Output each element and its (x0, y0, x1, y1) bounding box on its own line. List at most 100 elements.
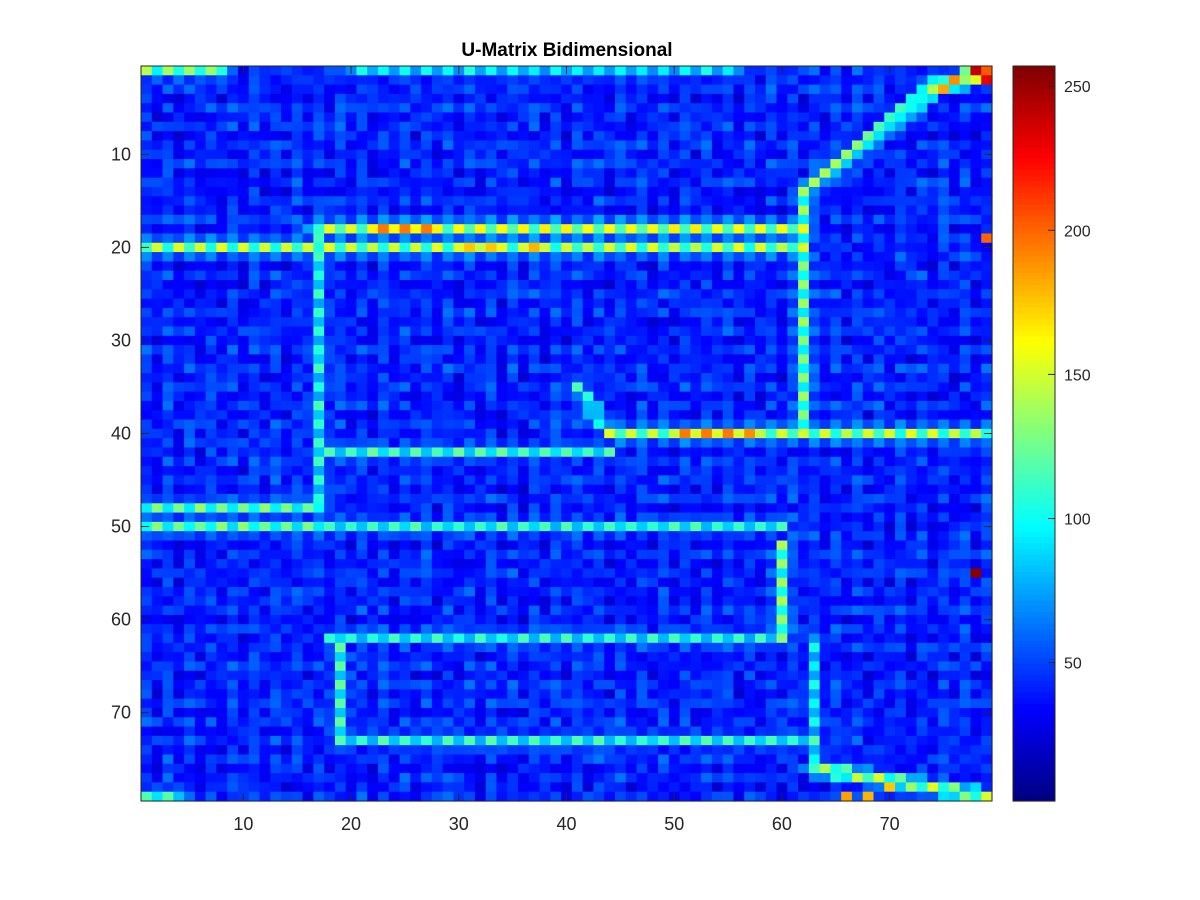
heatmap-cell (722, 196, 735, 207)
heatmap-cell (776, 131, 788, 142)
heatmap-cell (862, 252, 875, 262)
heatmap-cell (690, 279, 702, 290)
heatmap-cell (895, 103, 907, 114)
heatmap-cell (905, 224, 918, 235)
heatmap-cell (485, 493, 498, 504)
heatmap-cell (367, 224, 379, 235)
heatmap-cell (744, 93, 756, 104)
heatmap-cell (291, 493, 304, 504)
heatmap-cell (227, 428, 239, 439)
heatmap-cell (776, 354, 788, 365)
heatmap-cell (410, 270, 422, 281)
heatmap-cell (948, 131, 961, 142)
heatmap-cell (647, 587, 659, 597)
heatmap-cell (895, 419, 907, 430)
heatmap-cell (905, 214, 918, 225)
heatmap-cell (151, 503, 164, 514)
heatmap-cell (744, 428, 756, 439)
heatmap-cell (744, 149, 756, 160)
heatmap-cell (604, 391, 616, 402)
heatmap-cell (582, 298, 595, 309)
heatmap-cell (927, 335, 939, 346)
heatmap-cell (496, 270, 508, 281)
heatmap-cell (464, 233, 476, 244)
heatmap-cell (668, 205, 681, 216)
heatmap-cell (356, 112, 368, 123)
heatmap-cell (905, 596, 918, 607)
heatmap-cell (345, 456, 358, 467)
heatmap-cell (733, 633, 745, 644)
heatmap-cell (895, 633, 907, 644)
heatmap-cell (345, 447, 358, 458)
heatmap-cell (248, 326, 261, 337)
heatmap-cell (205, 633, 217, 644)
heatmap-cell (313, 84, 325, 95)
heatmap-cell (636, 252, 648, 262)
heatmap-cell (938, 242, 950, 253)
heatmap-cell (421, 214, 433, 225)
heatmap-cell (787, 168, 799, 179)
heatmap-cell (593, 103, 605, 114)
heatmap-cell (582, 121, 595, 132)
heatmap-cell (421, 624, 433, 635)
heatmap-cell (281, 289, 293, 300)
heatmap-cell (259, 326, 271, 337)
heatmap-cell (141, 186, 153, 197)
heatmap-cell (905, 289, 918, 300)
heatmap-cell (959, 326, 972, 337)
heatmap-cell (550, 279, 562, 290)
heatmap-cell (862, 159, 875, 169)
heatmap-cell (173, 103, 185, 114)
heatmap-cell (798, 224, 810, 235)
heatmap-cell (755, 577, 767, 588)
heatmap-cell (970, 391, 982, 402)
heatmap-cell (356, 93, 368, 104)
heatmap-cell (959, 121, 972, 132)
heatmap-cell (518, 112, 530, 123)
heatmap-cell (808, 419, 821, 430)
heatmap-cell (345, 373, 358, 383)
heatmap-cell (711, 186, 724, 197)
heatmap-cell (302, 270, 314, 281)
heatmap-cell (862, 596, 875, 607)
heatmap-cell (658, 93, 670, 104)
heatmap-cell (830, 214, 842, 225)
heatmap-cell (173, 568, 185, 579)
heatmap-cell (798, 521, 810, 532)
heatmap-cell (604, 521, 616, 532)
heatmap-cell (959, 196, 972, 207)
heatmap-cell (690, 252, 702, 262)
heatmap-cell (377, 568, 390, 579)
heatmap-cell (410, 279, 422, 290)
heatmap-cell (442, 382, 454, 393)
heatmap-cell (841, 307, 853, 318)
heatmap-cell (377, 75, 390, 86)
heatmap-cell (237, 559, 250, 569)
heatmap-cell (679, 466, 691, 476)
heatmap-cell (141, 503, 153, 514)
heatmap-cell (388, 93, 401, 104)
heatmap-cell (841, 214, 853, 225)
heatmap-cell (485, 103, 498, 114)
heatmap-cell (647, 279, 659, 290)
heatmap-cell (711, 373, 724, 383)
heatmap-cell (281, 503, 293, 514)
heatmap-cell (690, 140, 702, 151)
heatmap-cell (453, 419, 465, 430)
heatmap-cell (862, 186, 875, 197)
heatmap-cell (507, 279, 519, 290)
heatmap-cell (862, 568, 875, 579)
heatmap-cell (614, 354, 627, 365)
heatmap-cell (981, 298, 993, 309)
heatmap-cell (679, 391, 691, 402)
heatmap-cell (647, 196, 659, 207)
heatmap-cell (636, 168, 648, 179)
heatmap-cell (248, 391, 261, 402)
heatmap-cell (227, 103, 239, 114)
heatmap-cell (658, 400, 670, 411)
heatmap-cell (614, 307, 627, 318)
heatmap-cell (194, 438, 207, 449)
heatmap-cell (216, 447, 228, 458)
heatmap-cell (291, 531, 304, 542)
heatmap-cell (302, 642, 314, 653)
